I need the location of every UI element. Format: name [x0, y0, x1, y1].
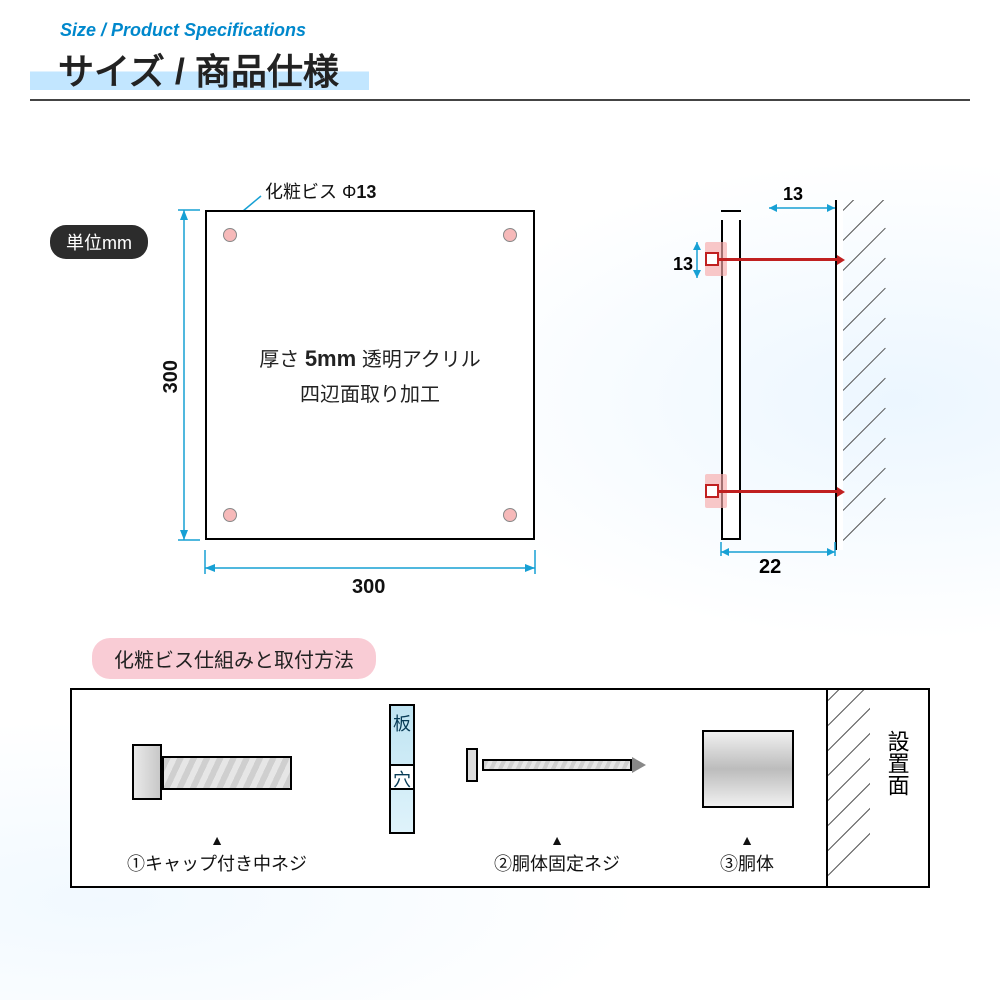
side-view: 13 13 22	[695, 210, 905, 555]
panel-spec-line1: 厚さ 5mm 透明アクリル	[205, 343, 535, 372]
part3-col: ▲③胴体	[672, 690, 822, 886]
part1-col: ▲①キャップ付き中ネジ	[72, 690, 362, 886]
screw-hole-icon	[503, 228, 517, 242]
width-dimension: 300	[352, 576, 385, 599]
barrel-icon	[702, 730, 794, 808]
hole-label: 穴	[393, 766, 411, 792]
height-dimension: 300	[160, 360, 183, 393]
fixing-screw-icon	[472, 754, 652, 776]
part3-label: ③胴体	[720, 854, 774, 874]
header: Size / Product Specifications サイズ / 商品仕様	[30, 20, 970, 101]
front-view: 厚さ 5mm 透明アクリル 四辺面取り加工	[205, 210, 535, 540]
screw-hole-icon	[503, 508, 517, 522]
unit-badge: 単位mm	[50, 225, 148, 259]
mount-top	[705, 250, 835, 268]
screw-hole-icon	[223, 228, 237, 242]
part1-label: ①キャップ付き中ネジ	[127, 854, 307, 874]
screw-hole-icon	[223, 508, 237, 522]
part2-label: ②胴体固定ネジ	[494, 854, 620, 874]
screw-diameter: 13	[356, 182, 376, 202]
wall-line	[835, 200, 843, 550]
board-col: 板 穴	[362, 690, 442, 886]
mount-bottom	[705, 482, 835, 500]
wall-col: 設置面	[822, 690, 930, 886]
wall-hatch	[843, 200, 889, 550]
header-eng: Size / Product Specifications	[60, 20, 970, 41]
cap-bolt-icon	[132, 740, 302, 804]
board-label: 板	[393, 710, 411, 736]
phi-symbol: Φ	[342, 182, 356, 202]
panel-spec-line2: 四辺面取り加工	[205, 378, 535, 407]
wall-label: 設置面	[882, 730, 911, 796]
header-jp: サイズ / 商品仕様	[30, 43, 369, 95]
assembly-diagram: ▲①キャップ付き中ネジ 板 穴 ▲②胴体固定ネジ ▲③胴体 設置面	[70, 688, 930, 888]
assembly-title: 化粧ビス仕組みと取付方法	[92, 638, 376, 679]
part2-col: ▲②胴体固定ネジ	[442, 690, 672, 886]
